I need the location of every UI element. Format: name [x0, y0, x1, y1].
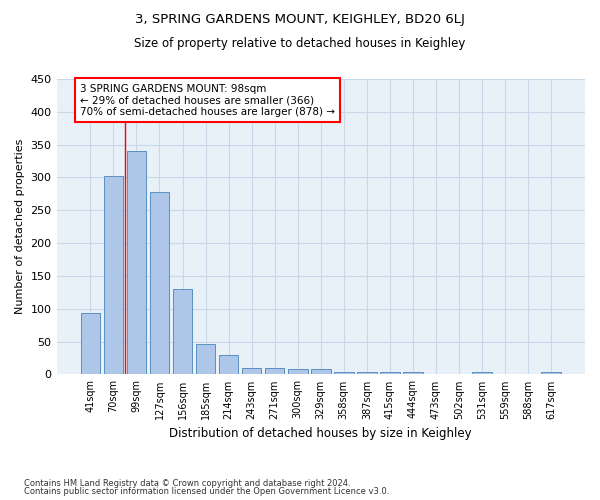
Bar	[219, 354, 238, 374]
Bar	[380, 372, 400, 374]
Bar	[80, 314, 100, 374]
Bar	[472, 372, 492, 374]
Bar	[334, 372, 353, 374]
Bar	[403, 372, 423, 374]
Text: Contains HM Land Registry data © Crown copyright and database right 2024.: Contains HM Land Registry data © Crown c…	[24, 478, 350, 488]
Bar	[288, 369, 308, 374]
Bar	[265, 368, 284, 374]
Bar	[242, 368, 262, 374]
Bar	[541, 372, 561, 374]
Text: 3, SPRING GARDENS MOUNT, KEIGHLEY, BD20 6LJ: 3, SPRING GARDENS MOUNT, KEIGHLEY, BD20 …	[135, 12, 465, 26]
Bar	[104, 176, 123, 374]
X-axis label: Distribution of detached houses by size in Keighley: Distribution of detached houses by size …	[169, 427, 472, 440]
Bar	[357, 372, 377, 374]
Bar	[196, 344, 215, 374]
Bar	[311, 369, 331, 374]
Text: 3 SPRING GARDENS MOUNT: 98sqm
← 29% of detached houses are smaller (366)
70% of : 3 SPRING GARDENS MOUNT: 98sqm ← 29% of d…	[80, 84, 335, 117]
Text: Size of property relative to detached houses in Keighley: Size of property relative to detached ho…	[134, 38, 466, 51]
Bar	[127, 150, 146, 374]
Y-axis label: Number of detached properties: Number of detached properties	[15, 139, 25, 314]
Text: Contains public sector information licensed under the Open Government Licence v3: Contains public sector information licen…	[24, 487, 389, 496]
Bar	[173, 289, 193, 374]
Bar	[149, 192, 169, 374]
